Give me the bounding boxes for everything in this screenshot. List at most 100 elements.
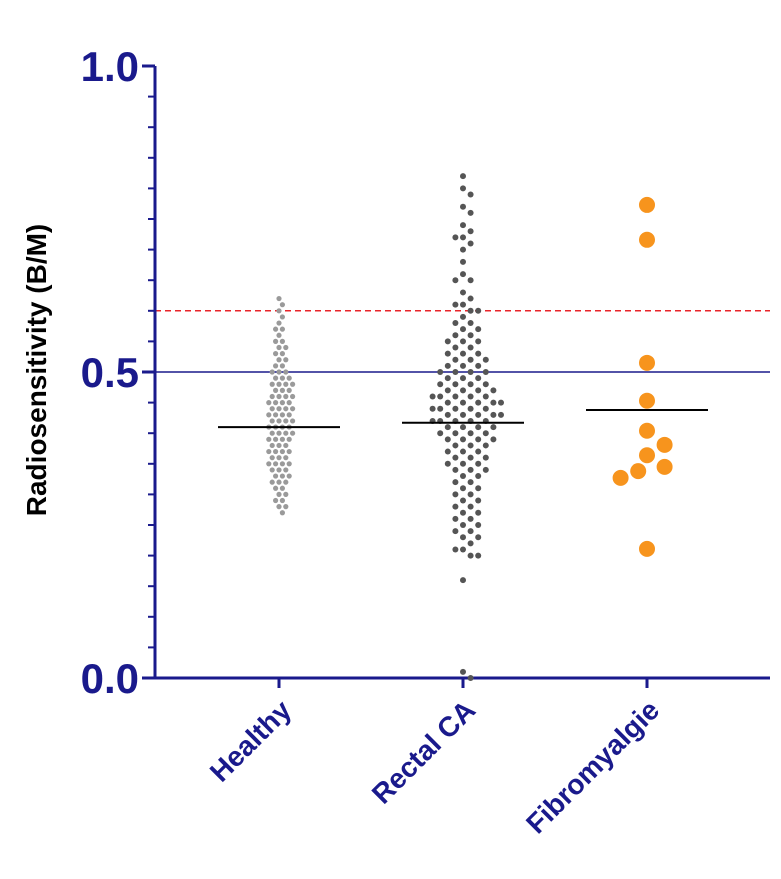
data-point [482, 381, 489, 388]
data-point [273, 485, 279, 491]
data-point [444, 424, 451, 431]
data-point [286, 412, 292, 418]
data-point [437, 430, 444, 437]
data-point [452, 234, 459, 241]
data-point [452, 491, 459, 498]
data-point [475, 436, 482, 443]
data-point [286, 473, 292, 479]
data-point [266, 400, 272, 406]
data-point [467, 191, 474, 198]
data-point [460, 338, 466, 345]
data-point [639, 196, 655, 213]
data-point [460, 313, 466, 320]
data-point [290, 418, 296, 424]
data-point [460, 350, 466, 357]
data-point [460, 460, 466, 467]
data-point [290, 406, 296, 412]
data-point [283, 406, 289, 412]
data-point [276, 320, 282, 326]
data-point [279, 497, 285, 504]
data-point [269, 479, 275, 485]
data-point [286, 436, 292, 442]
data-point [475, 473, 482, 480]
data-point [475, 509, 482, 516]
data-point [475, 522, 482, 528]
data-point [475, 534, 482, 541]
data-point [279, 387, 285, 393]
data-point [482, 405, 489, 412]
data-point [437, 381, 444, 388]
data-point [475, 387, 482, 394]
data-point [276, 406, 282, 412]
data-point [269, 442, 275, 449]
data-point [437, 393, 444, 400]
data-point [286, 448, 292, 455]
data-point [475, 485, 482, 492]
y-axis-label: Radiosensitivity (B/M) [21, 224, 52, 516]
data-point [273, 497, 279, 504]
data-point [283, 357, 289, 363]
data-point [498, 411, 504, 418]
data-point [475, 362, 482, 369]
data-point [266, 461, 272, 467]
data-point [475, 326, 482, 333]
data-point [460, 411, 466, 418]
data-point [475, 552, 482, 559]
data-point [467, 430, 474, 437]
data-point [269, 381, 275, 387]
data-point [460, 387, 466, 394]
data-point [452, 503, 459, 510]
x-tick-label: Fibromyalgie [520, 694, 665, 839]
data-point [279, 338, 285, 344]
data-point [283, 430, 289, 436]
data-point [429, 393, 436, 400]
data-point [444, 375, 451, 382]
data-point [452, 479, 459, 486]
data-point [279, 436, 285, 442]
data-point [444, 448, 451, 455]
data-point [273, 473, 279, 479]
data-point [452, 442, 459, 449]
data-point [467, 466, 474, 473]
data-point [437, 405, 444, 412]
data-point [467, 479, 474, 486]
data-point [460, 185, 466, 192]
data-point [279, 326, 285, 332]
data-point [467, 491, 474, 498]
data-point [460, 289, 466, 296]
data-point [279, 510, 285, 516]
data-point [475, 497, 482, 504]
data-point [273, 363, 279, 369]
data-point [276, 393, 282, 400]
data-point [467, 540, 474, 547]
data-point [460, 246, 466, 253]
data-point [283, 504, 289, 510]
data-point [273, 448, 279, 455]
data-point [460, 271, 466, 278]
data-point [283, 491, 289, 497]
data-point [452, 466, 459, 473]
data-point [475, 460, 482, 467]
data-point [656, 436, 673, 453]
data-point [269, 430, 275, 436]
data-point [475, 375, 482, 382]
data-point [283, 455, 289, 461]
data-point [460, 668, 466, 675]
data-point [266, 412, 272, 418]
data-point [490, 436, 497, 443]
data-point [276, 357, 282, 363]
data-point [286, 461, 292, 467]
data-point [444, 460, 451, 467]
data-point [467, 675, 474, 681]
data-point [283, 479, 289, 485]
data-point [444, 399, 451, 406]
data-point [490, 424, 497, 431]
data-point [276, 332, 282, 338]
data-point [269, 467, 275, 473]
data-point [452, 454, 459, 461]
data-point [467, 240, 474, 247]
data-point [273, 375, 279, 381]
data-point [490, 399, 497, 406]
data-point [269, 406, 275, 412]
